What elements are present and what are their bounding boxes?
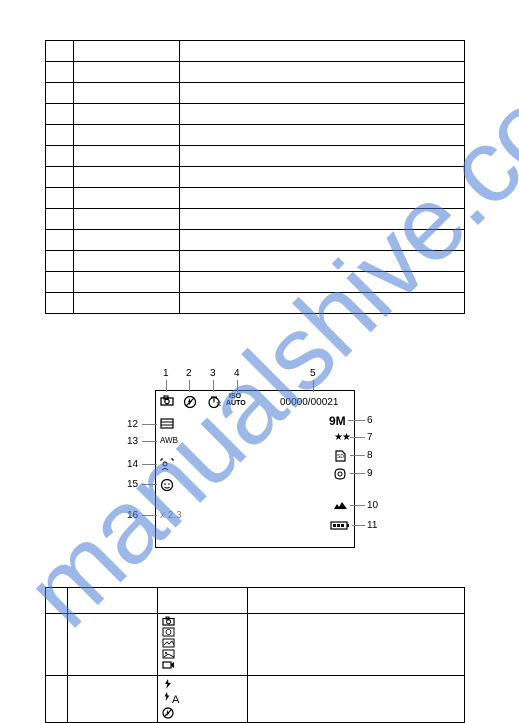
diag-num-6: 6 — [367, 415, 373, 426]
lcd-diagram: 1 2 3 4 5 10 ISO AUTO 00000/00021 9M ★★ … — [130, 362, 380, 557]
diagram-frame — [155, 390, 355, 548]
leader-line — [166, 380, 167, 392]
leader-line — [348, 420, 365, 421]
table-row: A — [46, 676, 465, 723]
bolt-auto-icon: A — [162, 691, 243, 706]
table-header-row — [46, 588, 465, 614]
video-icon — [162, 660, 175, 670]
zoom-text: x 2.3 — [160, 510, 182, 521]
diag-num-2: 2 — [186, 368, 192, 379]
leader-line — [350, 437, 365, 438]
table-row — [46, 209, 465, 230]
diag-num-4: 4 — [234, 368, 240, 379]
bolt-icon — [162, 678, 174, 690]
leader-line — [313, 380, 314, 392]
diag-num-10: 10 — [367, 500, 378, 511]
diag-num-3: 3 — [210, 368, 216, 379]
flash-off-icon — [162, 707, 174, 719]
svg-text:SD: SD — [337, 454, 344, 460]
icon-cell: A — [158, 676, 248, 723]
table-row — [46, 230, 465, 251]
table-row — [46, 251, 465, 272]
auto-label: AUTO — [226, 400, 246, 407]
table-row — [46, 614, 465, 676]
quality-stars: ★★ — [334, 432, 350, 443]
table-row — [46, 104, 465, 125]
diag-num-9: 9 — [367, 468, 373, 479]
camera-icon — [162, 616, 175, 626]
table-row — [46, 146, 465, 167]
bracket-icon — [160, 418, 174, 433]
face-icon — [160, 478, 174, 495]
diag-num-15: 15 — [127, 479, 138, 490]
table-row — [46, 41, 465, 62]
diag-num-14: 14 — [127, 459, 138, 470]
page-content: 1 2 3 4 5 10 ISO AUTO 00000/00021 9M ★★ … — [0, 40, 519, 723]
table-row — [46, 293, 465, 314]
diag-num-16: 16 — [127, 510, 138, 521]
camera-icon — [160, 395, 174, 409]
diag-num-13: 13 — [127, 436, 138, 447]
table-row — [46, 62, 465, 83]
face-box-icon — [162, 627, 175, 637]
icon-legend-table: A — [45, 587, 465, 723]
diag-num-12: 12 — [127, 419, 138, 430]
diag-num-5: 5 — [310, 368, 316, 379]
leader-line — [352, 525, 365, 526]
diag-num-7: 7 — [367, 432, 373, 443]
icon-cell — [158, 614, 248, 676]
picture-icon — [162, 638, 175, 648]
diag-num-11: 11 — [367, 520, 377, 531]
leader-line — [350, 455, 365, 456]
leader-line — [237, 380, 238, 392]
size-text: 9M — [329, 414, 346, 428]
timer-icon: 10 — [207, 395, 221, 412]
table-row — [46, 188, 465, 209]
picture-icon — [162, 649, 175, 659]
table-row — [46, 125, 465, 146]
table-row — [46, 83, 465, 104]
leader-line — [142, 515, 157, 516]
table-row — [46, 272, 465, 293]
diag-num-1: 1 — [163, 368, 169, 379]
leader-line — [142, 441, 157, 442]
sd-card-icon: SD — [334, 449, 347, 466]
leader-line — [142, 484, 157, 485]
battery-icon — [330, 520, 350, 534]
svg-text:10: 10 — [216, 402, 221, 408]
leader-line — [213, 380, 214, 392]
table-row — [46, 167, 465, 188]
flash-off-icon — [183, 395, 197, 412]
leader-line — [189, 380, 190, 392]
leader-line — [142, 424, 157, 425]
leader-line — [350, 505, 365, 506]
diag-num-8: 8 — [367, 450, 373, 461]
awb-text: AWB — [160, 436, 178, 445]
iso-label: ISO — [229, 393, 241, 400]
stabilizer-icon — [333, 467, 348, 484]
leader-line — [350, 473, 365, 474]
sharpness-icon — [333, 500, 348, 514]
spec-table — [45, 40, 465, 314]
leader-line — [142, 464, 157, 465]
face-detect-icon — [160, 458, 174, 475]
counter-text: 00000/00021 — [280, 397, 338, 408]
